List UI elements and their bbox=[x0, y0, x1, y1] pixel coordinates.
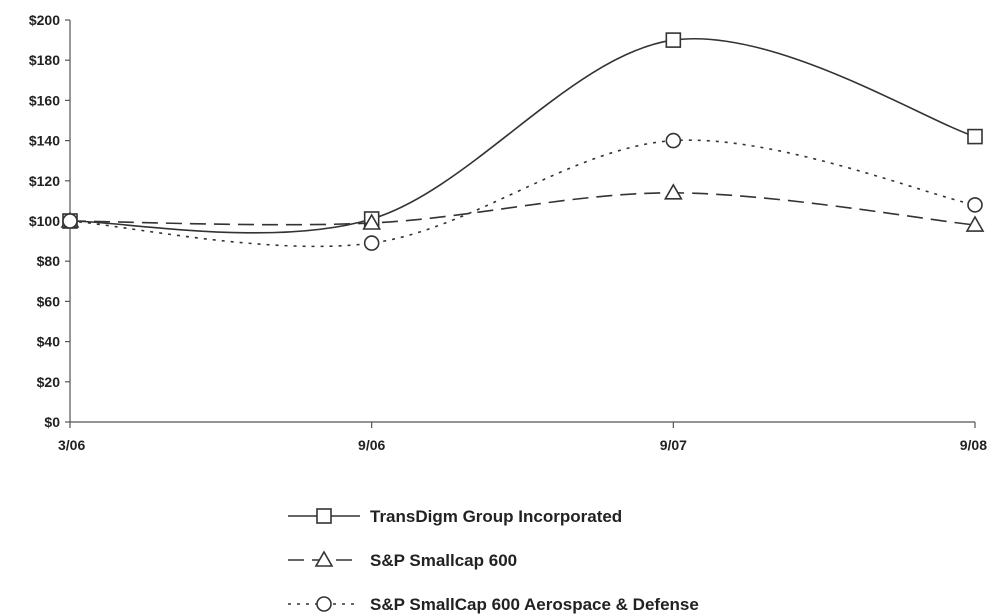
x-tick-label: 9/07 bbox=[660, 437, 687, 453]
triangle-marker bbox=[663, 183, 683, 200]
square-marker bbox=[665, 32, 682, 48]
triangle-marker bbox=[362, 213, 382, 230]
series-line bbox=[69, 192, 976, 226]
y-tick-label: $40 bbox=[37, 334, 61, 350]
y-tick-label: $80 bbox=[37, 253, 61, 269]
series-square bbox=[62, 32, 983, 234]
series-line bbox=[69, 38, 976, 234]
circle-marker bbox=[363, 235, 380, 251]
legend: TransDigm Group Incorporated S&P Smallcap… bbox=[288, 507, 699, 614]
x-tick-label: 9/06 bbox=[358, 437, 385, 453]
legend-item: S&P SmallCap 600 Aerospace & Defense bbox=[288, 595, 699, 614]
x-tick-label: 3/06 bbox=[58, 437, 85, 453]
circle-marker bbox=[967, 197, 983, 213]
triangle-marker bbox=[965, 215, 985, 232]
x-tick-label: 9/08 bbox=[960, 437, 987, 453]
y-tick-label: $60 bbox=[37, 293, 61, 309]
circle-marker bbox=[665, 132, 682, 149]
legend-label: TransDigm Group Incorporated bbox=[370, 507, 622, 526]
legend-item: TransDigm Group Incorporated bbox=[288, 507, 622, 526]
y-tick-label: $140 bbox=[29, 133, 60, 149]
series-triangle bbox=[60, 183, 985, 232]
series-circle bbox=[62, 132, 983, 251]
legend-label: S&P Smallcap 600 bbox=[370, 551, 517, 570]
y-tick-label: $120 bbox=[29, 173, 60, 189]
legend-triangle-marker bbox=[314, 550, 334, 567]
square-marker bbox=[967, 128, 983, 145]
circle-marker bbox=[62, 213, 78, 229]
y-tick-label: $160 bbox=[29, 92, 60, 108]
legend-circle-marker bbox=[316, 596, 332, 612]
axes: $0 $20 $40 $60 $80 $100 $120 $140 $160 $180 $200 3/… bbox=[29, 12, 987, 453]
y-tick-label: $0 bbox=[44, 414, 60, 430]
series-line bbox=[69, 139, 976, 248]
legend-square-marker bbox=[316, 508, 332, 524]
y-tick-label: $20 bbox=[37, 374, 61, 390]
y-tick-label: $200 bbox=[29, 12, 60, 28]
legend-label: S&P SmallCap 600 Aerospace & Defense bbox=[370, 595, 699, 614]
y-tick-label: $180 bbox=[29, 52, 60, 68]
series-lines bbox=[60, 32, 985, 251]
legend-item: S&P Smallcap 600 bbox=[288, 550, 517, 570]
y-tick-label: $100 bbox=[29, 213, 60, 229]
